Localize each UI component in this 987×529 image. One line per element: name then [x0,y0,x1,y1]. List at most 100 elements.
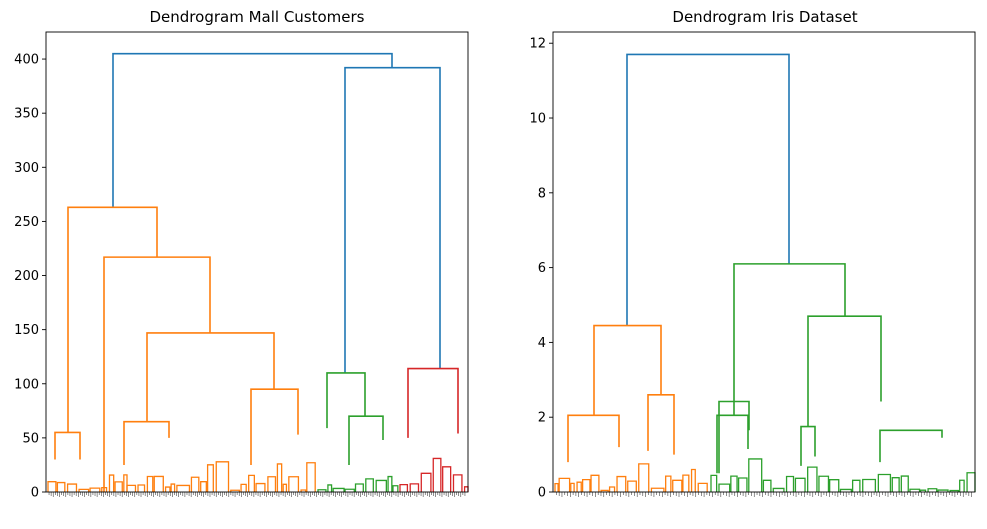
y-axis: 0 50 100 150 200 250 300 350 400 [14,53,46,501]
dendrogram-links [554,53,976,492]
dendrogram-link [818,475,830,492]
dendrogram-link [581,478,591,492]
y-tick-label: 2 [538,411,546,426]
dendrogram-link [420,472,432,492]
dendrogram-link [282,483,288,492]
dendrogram-link [949,489,960,492]
y-tick-label: 100 [14,377,39,392]
dendrogram-link [558,477,571,492]
y-tick-label: 200 [14,269,39,284]
dendrogram-link [326,372,366,429]
dendrogram-link [593,324,662,416]
dendrogram-link [250,388,299,465]
dendrogram-link [365,478,374,492]
dendrogram-link [567,414,620,463]
dendrogram-link [164,486,171,492]
chart-title: Dendrogram Mall Customers [150,8,365,26]
dendrogram-link [807,315,882,427]
dendrogram-link [344,488,355,492]
dendrogram-link [626,53,790,326]
dendrogram-link [354,483,364,492]
dendrogram-link [690,468,696,492]
mall-customers-dendrogram: Dendrogram Mall Customers 0 50 100 150 200 25… [14,8,469,501]
dendrogram-link [123,420,170,465]
dendrogram-link [452,474,463,492]
dendrogram-link [879,429,943,463]
dendrogram-link [737,477,748,492]
dendrogram-link [665,475,672,492]
dendrogram-link [800,425,816,466]
dendrogram-link [153,475,164,492]
dendrogram-link [399,483,409,492]
y-tick-label: 4 [538,336,546,351]
dendrogram-link [108,474,115,492]
dendrogram-link [348,415,384,465]
dendrogram-link [267,476,277,492]
dendrogram-link [126,484,137,492]
chart-title: Dendrogram Iris Dataset [672,8,857,26]
dendrogram-link [650,487,665,492]
dendrogram-link [919,489,927,492]
dendrogram-link [891,477,900,492]
y-tick-label: 300 [14,161,39,176]
dendrogram-link [829,479,840,492]
dendrogram-link [697,482,708,492]
y-tick-label: 350 [14,107,39,122]
dendrogram-link [248,474,255,492]
dendrogram-link [215,461,230,492]
dendrogram-link [718,483,731,492]
dendrogram-link [56,481,66,492]
y-tick-label: 50 [22,431,39,446]
dendrogram-link [112,52,393,208]
iris-dendrogram: Dendrogram Iris Dataset 0 2 4 6 8 10 12 [529,8,976,501]
dendrogram-link [327,484,333,492]
dendrogram-link [672,479,683,492]
y-tick-label: 10 [529,112,546,127]
dendrogram-link [600,489,609,492]
dendrogram-link [146,475,154,492]
dendrogram-link [608,486,616,492]
dendrogram-link [409,483,420,492]
dendrogram-link [937,489,949,492]
dendrogram-link [170,483,176,492]
dendrogram-link [839,488,852,492]
dendrogram-link [240,483,247,492]
leaf-labels [48,492,466,497]
dendrogram-link [570,482,575,492]
dendrogram-link [66,483,78,492]
dendrogram-link [387,475,393,492]
dendrogram-link [877,473,892,492]
dendrogram-link [748,458,763,492]
dendrogram-link [114,481,123,492]
dendrogram-link [647,393,675,455]
y-tick-label: 12 [529,37,546,52]
dendrogram-link [47,481,57,492]
dendrogram-link [190,476,200,492]
y-tick-label: 400 [14,53,39,68]
dendrogram-link [710,474,718,492]
dendrogram-link [123,474,128,492]
dendrogram-link [137,484,146,492]
dendrogram-link [54,431,81,460]
dendrogram-link [103,256,211,492]
dendrogram-link [206,464,214,492]
dendrogram-link [785,475,795,492]
dendrogram-link [590,474,600,492]
dendrogram-link [463,486,469,492]
dendrogram-link [900,475,909,492]
dendrogram-link [306,462,316,492]
dendrogram-link [959,479,965,492]
dendrogram-link [576,481,582,492]
dendrogram-link [627,480,637,492]
dendrogram-link [716,414,749,474]
dendrogram-link [146,332,275,422]
dendrogram-link [200,481,207,492]
dendrogram-link [682,474,690,492]
dendrogram-link [638,463,650,492]
dendrogram-link [288,476,300,492]
dendrogram-link [176,484,191,492]
dendrogram-link [432,457,442,492]
dendrogram-links [47,52,469,492]
dendrogram-link [392,485,399,492]
